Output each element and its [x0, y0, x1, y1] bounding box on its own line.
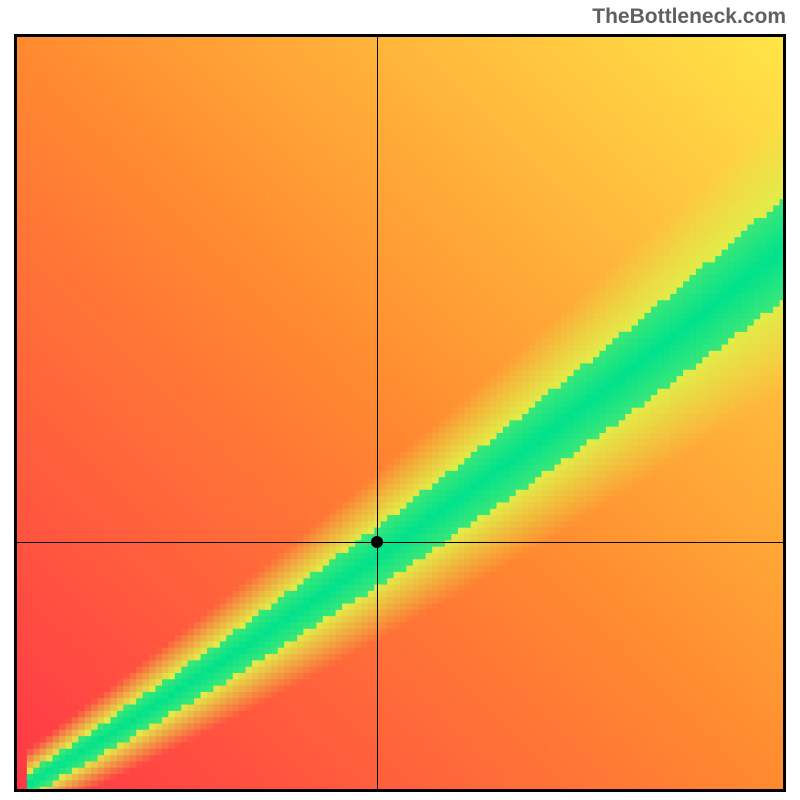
crosshair-horizontal — [14, 542, 786, 543]
heatmap-canvas — [14, 34, 786, 792]
data-point-marker — [371, 536, 383, 548]
heatmap-chart — [14, 34, 786, 792]
watermark-text: TheBottleneck.com — [592, 5, 786, 29]
crosshair-vertical — [377, 34, 378, 792]
